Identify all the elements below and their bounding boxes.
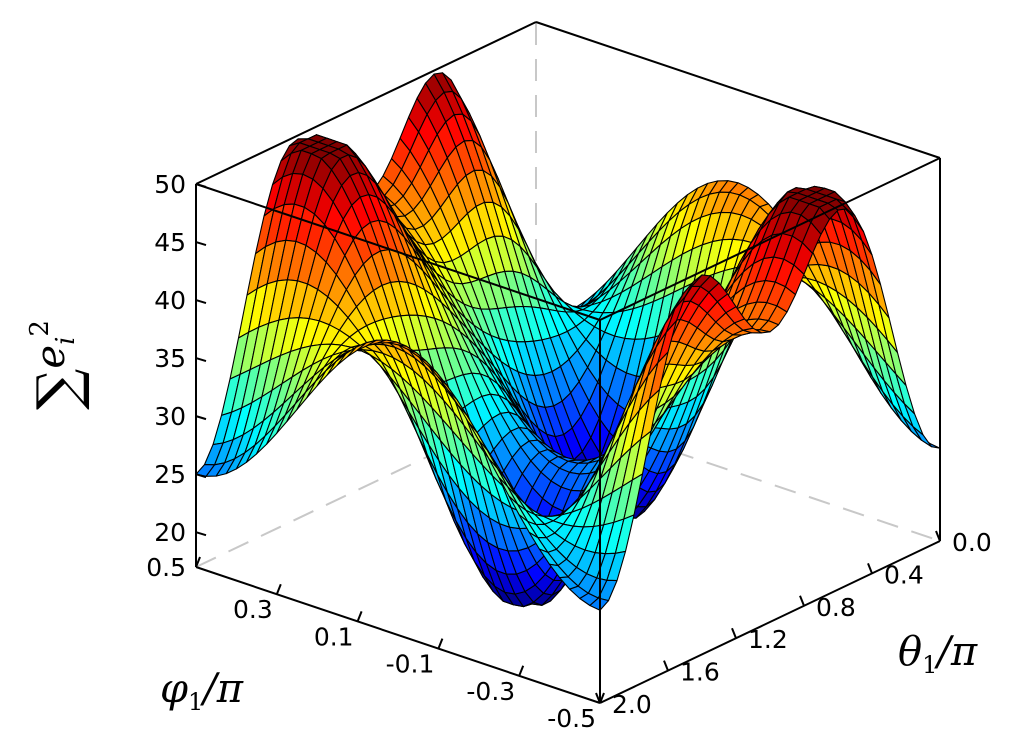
surface-patch bbox=[912, 425, 933, 448]
box-top-front-left bbox=[195, 183, 601, 321]
theta-tick-label: 0.4 bbox=[884, 560, 924, 589]
box-top-back-right bbox=[535, 21, 941, 159]
phi-tick bbox=[437, 638, 444, 649]
phi-tick bbox=[518, 665, 525, 677]
box-floor-front-right bbox=[599, 540, 941, 704]
z-tick bbox=[195, 299, 207, 305]
theta-tick bbox=[663, 660, 669, 671]
phi-tick bbox=[275, 583, 282, 595]
z-tick bbox=[195, 183, 207, 188]
theta-tick bbox=[595, 692, 601, 704]
z-tick-label: 30 bbox=[154, 402, 186, 431]
phi-tick bbox=[599, 692, 605, 704]
phi-tick bbox=[356, 611, 363, 622]
box-frame bbox=[195, 21, 941, 704]
z-axis-label: ∑ei2 bbox=[24, 320, 92, 410]
box-top-back-left bbox=[195, 21, 537, 185]
theta-axis-label: θ1/π bbox=[898, 629, 978, 679]
phi-axis-label: φ1/π bbox=[160, 666, 244, 716]
phi-tick-label: -0.5 bbox=[547, 704, 596, 733]
z-tick-label: 35 bbox=[154, 344, 186, 373]
theta-tick-label: 1.2 bbox=[748, 625, 788, 654]
z-tick bbox=[195, 531, 207, 537]
theta-tick bbox=[731, 627, 737, 639]
z-tick bbox=[195, 473, 207, 479]
surface-mesh bbox=[195, 72, 941, 611]
phi-tick-label: 0.5 bbox=[146, 553, 186, 582]
svg-text:∑ei2: ∑ei2 bbox=[24, 320, 92, 410]
z-tick-label: 25 bbox=[154, 460, 186, 489]
theta-tick bbox=[867, 563, 873, 574]
z-tick-label: 20 bbox=[154, 518, 186, 547]
z-tick bbox=[195, 415, 207, 421]
phi-tick-label: -0.3 bbox=[466, 677, 515, 706]
theta-tick bbox=[799, 595, 805, 607]
tick-marks bbox=[195, 183, 941, 704]
box-top-front-right bbox=[599, 157, 941, 321]
theta-tick-label: 1.6 bbox=[680, 658, 720, 687]
box-hidden-edges bbox=[195, 22, 941, 568]
phi-tick bbox=[195, 556, 201, 568]
z-tick bbox=[195, 241, 207, 246]
theta-tick-label: 0.0 bbox=[952, 528, 992, 557]
tick-labels: 20 25 30 35 40 45 50 0.5 0.3 0.1 -0.1 -0.3 -0.5 0.0 0.… bbox=[146, 170, 992, 733]
hidden-edge-floor-left bbox=[195, 404, 537, 568]
phi-tick-label: 0.3 bbox=[233, 595, 273, 624]
box-floor-front-left bbox=[195, 566, 601, 704]
z-tick-label: 45 bbox=[154, 228, 186, 257]
phi-tick-label: -0.1 bbox=[386, 650, 435, 679]
theta-tick-label: 2.0 bbox=[612, 690, 652, 719]
theta-tick bbox=[935, 530, 941, 542]
phi-tick-label: 0.1 bbox=[314, 622, 354, 651]
z-tick-label: 40 bbox=[154, 286, 186, 315]
z-tick-label: 50 bbox=[154, 170, 186, 199]
theta-tick-label: 0.8 bbox=[816, 593, 856, 622]
z-tick bbox=[195, 357, 207, 363]
